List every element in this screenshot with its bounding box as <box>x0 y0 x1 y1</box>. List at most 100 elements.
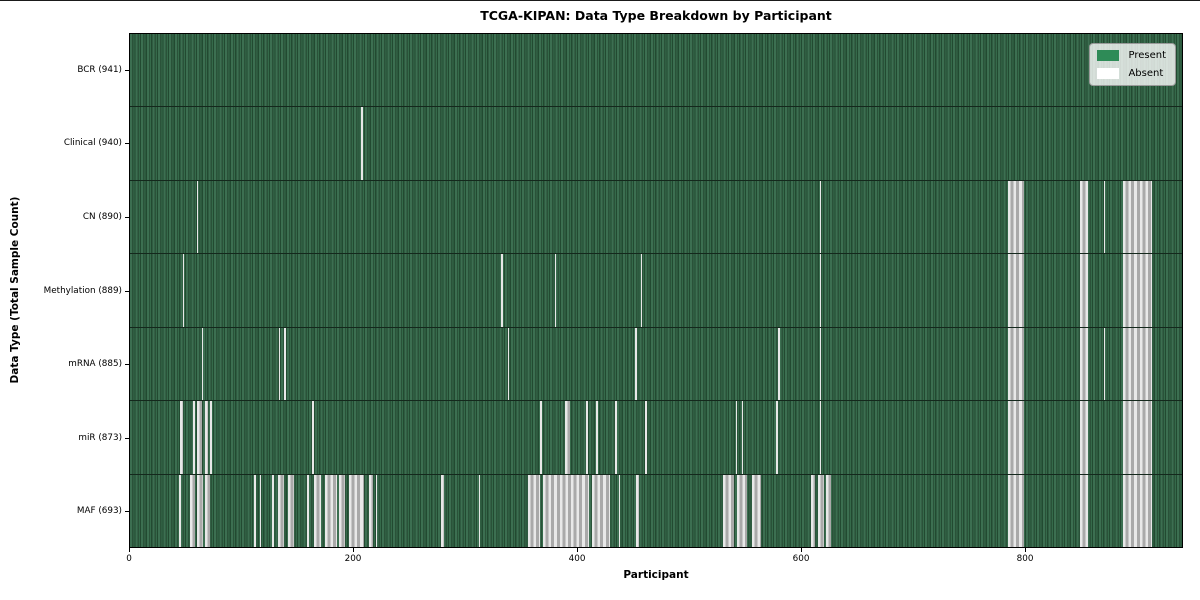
absent-span <box>1103 180 1106 254</box>
x-tick-label-0: 0 <box>126 554 132 564</box>
absent-span <box>339 474 345 547</box>
absent-span <box>778 327 780 401</box>
chart-title: TCGA-KIPAN: Data Type Breakdown by Parti… <box>480 8 832 23</box>
absent-span <box>636 474 639 547</box>
absent-span <box>540 401 542 474</box>
heatmap-row-methylation <box>130 254 1182 328</box>
legend-label: Present <box>1128 50 1166 61</box>
x-tick-label-400: 400 <box>568 554 586 564</box>
legend-item-present: Present <box>1097 50 1166 61</box>
absent-span <box>645 401 647 474</box>
heatmap-row-mrna <box>130 327 1182 402</box>
absent-span <box>204 474 211 547</box>
absent-span <box>586 401 589 474</box>
absent-span <box>564 401 571 474</box>
absent-span <box>1007 401 1025 474</box>
absent-span <box>826 474 831 547</box>
absent-span <box>197 180 199 254</box>
y-tick-label-bcr: BCR (941) <box>77 64 122 75</box>
absent-span <box>817 474 825 547</box>
absent-span <box>361 107 363 180</box>
absent-span <box>179 474 182 547</box>
absent-span <box>751 474 761 547</box>
absent-span <box>210 401 212 474</box>
absent-span <box>1103 327 1106 401</box>
y-tick-mark <box>125 69 129 71</box>
absent-span <box>1007 327 1025 401</box>
x-tick-mark <box>577 548 579 552</box>
absent-span <box>501 254 503 327</box>
absent-span <box>1007 180 1025 254</box>
absent-span <box>596 401 599 474</box>
absent-span <box>271 474 275 547</box>
absent-span <box>542 474 590 547</box>
absent-span <box>254 474 257 547</box>
y-tick-mark <box>125 511 129 513</box>
absent-span <box>1007 474 1025 547</box>
absent-span <box>278 327 281 401</box>
absent-span <box>1122 474 1152 547</box>
absent-span <box>810 474 816 547</box>
y-tick-label-methylation: Methylation (889) <box>43 285 122 296</box>
x-tick-mark <box>801 548 803 552</box>
absent-span <box>618 474 620 547</box>
x-axis-label: Participant <box>623 569 689 581</box>
absent-span <box>369 474 373 547</box>
absent-span <box>554 254 557 327</box>
absent-span <box>440 474 445 547</box>
y-tick-mark <box>125 290 129 292</box>
x-tick-label-200: 200 <box>344 554 362 564</box>
absent-span <box>190 474 195 547</box>
heatmap-row-clinical <box>130 107 1182 181</box>
absent-span <box>735 401 738 474</box>
absent-span <box>1122 327 1152 401</box>
absent-span <box>1122 254 1152 327</box>
absent-span <box>180 401 183 474</box>
absent-span <box>277 474 285 547</box>
y-tick-label-mrna: mRNA (885) <box>68 359 122 370</box>
y-tick-label-mir: miR (873) <box>78 432 122 443</box>
absent-span <box>819 327 822 401</box>
absent-span <box>1080 401 1089 474</box>
legend-item-absent: Absent <box>1097 68 1166 79</box>
absent-span <box>375 474 378 547</box>
plot-area: Present Absent <box>129 33 1183 548</box>
x-tick-mark <box>1025 548 1027 552</box>
absent-span <box>182 254 184 327</box>
y-tick-label-clinical: Clinical (940) <box>63 138 122 149</box>
absent-span <box>1007 254 1025 327</box>
absent-span <box>287 474 295 547</box>
legend-label: Absent <box>1128 68 1164 79</box>
x-tick-mark <box>353 548 355 552</box>
absent-span <box>192 401 195 474</box>
y-tick-mark <box>125 216 129 218</box>
absent-span <box>197 401 202 474</box>
absent-span <box>1122 401 1152 474</box>
y-tick-mark <box>125 143 129 145</box>
absent-span <box>1122 180 1152 254</box>
absent-span <box>1080 254 1089 327</box>
absent-span <box>722 474 734 547</box>
absent-span <box>640 254 643 327</box>
absent-span <box>507 327 510 401</box>
x-tick-label-800: 800 <box>1016 554 1034 564</box>
legend-swatch-absent <box>1097 68 1120 79</box>
heatmap-row-mir <box>130 401 1182 475</box>
legend: Present Absent <box>1089 43 1176 86</box>
absent-span <box>314 474 322 547</box>
heatmap-row-cn <box>130 180 1182 255</box>
y-tick-label-maf: MAF (693) <box>76 506 122 517</box>
y-tick-mark <box>125 364 129 366</box>
heatmap-rows <box>130 34 1182 547</box>
heatmap-row-bcr <box>130 34 1182 108</box>
legend-swatch-present <box>1097 50 1120 61</box>
absent-span <box>259 474 262 547</box>
absent-span <box>284 327 286 401</box>
absent-span <box>349 474 364 547</box>
absent-span <box>1080 180 1089 254</box>
y-tick-mark <box>125 437 129 439</box>
absent-span <box>306 474 309 547</box>
absent-span <box>324 474 337 547</box>
absent-span <box>776 401 778 474</box>
absent-span <box>1080 474 1089 547</box>
